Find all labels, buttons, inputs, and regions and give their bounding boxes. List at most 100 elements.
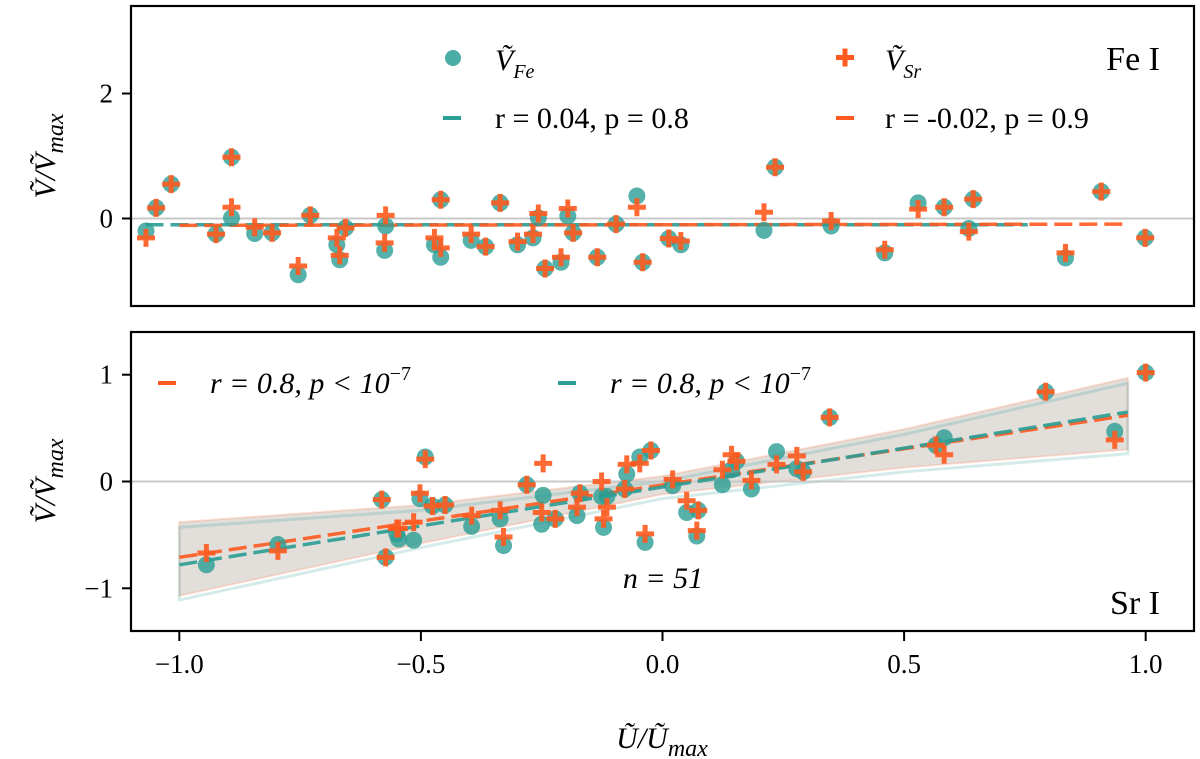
y-axis-label: Ṽ/Ṽmax (29, 438, 69, 523)
point-sr (431, 238, 450, 257)
y-axis-label: Ṽ/Ṽmax (29, 113, 69, 198)
point-sr (588, 248, 607, 267)
point-sr (663, 470, 682, 489)
point-sr (532, 503, 551, 522)
y-tick-label: 1 (100, 360, 114, 390)
point-sr (476, 237, 495, 256)
sample-size-annotation: n = 51 (623, 562, 703, 595)
point-sr (820, 408, 839, 427)
legend-marker-fe (445, 50, 461, 66)
x-tick-label: −1.0 (155, 649, 204, 679)
point-sr (687, 521, 706, 540)
point-sr (536, 259, 555, 278)
plot-frame (129, 330, 1196, 633)
panel-sr-i: −1 0 1 −1.0 −0.5 0.0 0.5 1.0 r = 0.8, p < 10−7 … (29, 330, 1196, 759)
point-sr (909, 200, 928, 219)
point-sr (376, 548, 395, 567)
point-sr (787, 446, 806, 465)
point-fe (463, 517, 481, 535)
point-fe (628, 187, 646, 205)
point-sr (436, 495, 455, 514)
legend-line-fe (558, 381, 576, 385)
point-sr (713, 460, 732, 479)
point-sr (592, 472, 611, 491)
y-tick-label: 2 (100, 79, 114, 109)
point-sr (1136, 363, 1155, 382)
legend-line-sr (836, 116, 854, 120)
point-sr (926, 436, 945, 455)
point-sr (330, 246, 349, 265)
x-tick-label: 0.0 (646, 649, 680, 679)
point-sr (301, 206, 320, 225)
point-sr (1092, 182, 1111, 201)
point-sr (615, 479, 634, 498)
fit-line-sr (179, 413, 1129, 560)
point-fe (713, 476, 731, 494)
point-sr (766, 158, 785, 177)
point-sr (147, 198, 166, 217)
point-sr (633, 253, 652, 272)
x-tick-label: 1.0 (1129, 649, 1163, 679)
point-sr (594, 509, 613, 528)
point-sr (597, 498, 616, 517)
point-sr (754, 203, 773, 222)
fit-line-fe (179, 410, 1129, 567)
point-fe (533, 515, 551, 533)
point-sr (630, 454, 649, 473)
point-sr (935, 445, 954, 464)
x-tick-label: 0.5 (887, 649, 921, 679)
point-sr (389, 519, 408, 538)
legend-fit-sr: r = -0.02, p = 0.9 (885, 102, 1089, 135)
point-sr (462, 506, 481, 525)
point-sr (289, 257, 308, 275)
point-sr (263, 223, 282, 242)
point-sr (494, 528, 513, 547)
legend-fit-sr: r = 0.8, p < 10−7 (210, 363, 411, 400)
point-fe (377, 217, 395, 235)
point-fe (197, 556, 215, 574)
point-sr (727, 452, 746, 471)
point-sr (410, 484, 429, 503)
point-sr (425, 228, 444, 247)
point-sr (636, 524, 655, 543)
point-fe (755, 221, 773, 239)
point-sr (1105, 430, 1124, 449)
panel-fe-i: 0 2 ṼFe ṼSr r = 0.04, p = 0.8 r = -0.02, … (29, 4, 1196, 308)
point-fe (618, 465, 636, 483)
point-sr (375, 233, 394, 252)
point-sr (742, 471, 761, 490)
point-sr (546, 509, 565, 528)
point-sr (372, 490, 391, 509)
point-fe (405, 531, 423, 549)
point-sr (567, 498, 586, 517)
plot-frame (129, 4, 1196, 308)
y-tick-label: −1 (84, 573, 113, 603)
point-sr (822, 212, 841, 230)
point-sr (268, 541, 287, 560)
legend-marker-sr (836, 48, 854, 67)
point-sr (564, 223, 583, 242)
point-sr (794, 462, 813, 481)
legend-line-fe (443, 116, 461, 120)
point-sr (162, 175, 181, 194)
panel-label: Fe I (1106, 41, 1160, 78)
point-sr (222, 198, 241, 217)
panel-label: Sr I (1110, 585, 1160, 622)
legend-label-sr: ṼSr (885, 44, 921, 83)
point-sr (197, 544, 216, 563)
point-sr (959, 222, 978, 241)
y-tick-label: 0 (100, 467, 114, 497)
legend-label-fe: ṼFe (495, 44, 535, 83)
point-fe (598, 487, 616, 505)
point-sr (552, 248, 571, 267)
x-axis-label: Ũ/Ũmax (616, 722, 708, 759)
point-sr (677, 491, 696, 510)
point-fe (534, 486, 552, 504)
point-sr (207, 225, 226, 244)
point-sr (416, 450, 435, 469)
point-sr (376, 206, 395, 225)
point-sr (327, 228, 346, 247)
legend-line-sr (158, 381, 176, 385)
point-sr (570, 484, 589, 503)
point-sr (964, 190, 983, 209)
